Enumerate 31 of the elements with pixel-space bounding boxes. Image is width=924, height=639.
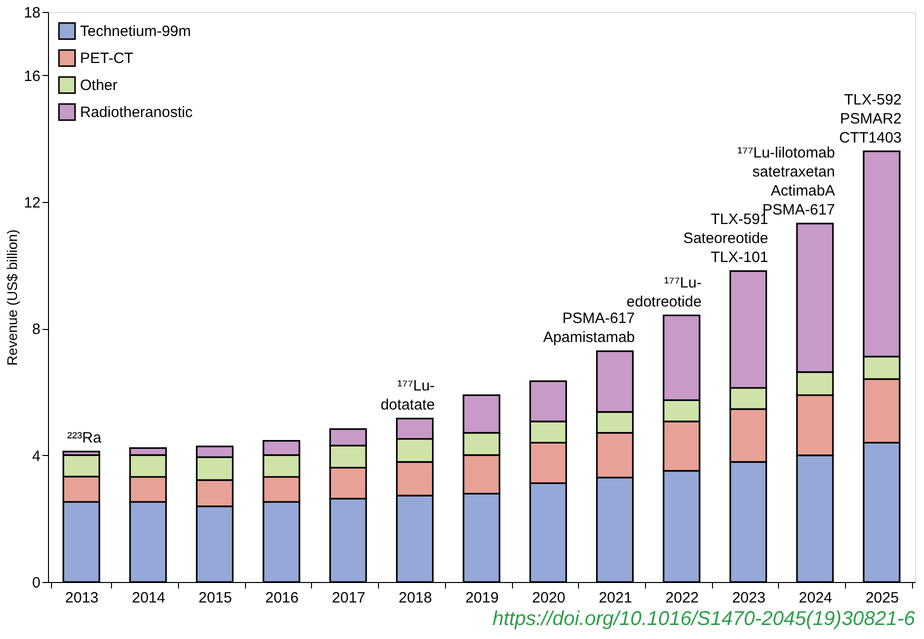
legend-label: Other [80, 77, 118, 94]
x-tick-label: 2022 [665, 590, 699, 606]
annotation: ¹⁷⁷Lu- edotreotide [626, 274, 702, 310]
x-tick-label: 2017 [332, 590, 366, 606]
annotation: ¹⁷⁷Lu- dotatate [380, 378, 435, 414]
annotation: ²²³Ra [67, 430, 102, 447]
x-tick-label: 2019 [465, 590, 499, 606]
text: https://doi.org/10.1016/S1470-2045(19)30821-6 [492, 608, 916, 630]
legend-label: Technetium-99m [80, 23, 191, 40]
x-tick-label: 2013 [65, 590, 99, 606]
x-tick-label: 2018 [398, 590, 432, 606]
x-tick-label: 2021 [598, 590, 632, 606]
y-tick-label: 18 [24, 4, 40, 22]
annotation: TLX-591 Sateoreotide TLX-101 [683, 211, 768, 266]
x-tick-label: 2015 [198, 590, 232, 606]
x-tick-label: 2014 [132, 590, 166, 606]
y-axis-title: Revenue (US$ billion) [4, 229, 20, 366]
legend-label: Radiotheranostic [80, 104, 194, 121]
legend-label: PET-CT [80, 50, 134, 67]
x-tick-label: 2020 [532, 590, 566, 606]
x-tick-label: 2024 [798, 590, 832, 606]
y-tick-label: 16 [24, 68, 40, 85]
y-tick-label: 0 [32, 574, 40, 592]
x-tick-label: 2025 [865, 590, 899, 606]
x-tick-label: 2016 [265, 590, 299, 606]
y-tick-label: 8 [32, 321, 40, 338]
y-tick-label: 12 [24, 194, 40, 212]
annotation: TLX-592 PSMAR2 CTT1403 [839, 91, 902, 146]
y-tick-label: 4 [32, 448, 40, 465]
annotation: PSMA-617 Apamistamab [543, 310, 635, 346]
x-tick-label: 2023 [732, 590, 766, 606]
